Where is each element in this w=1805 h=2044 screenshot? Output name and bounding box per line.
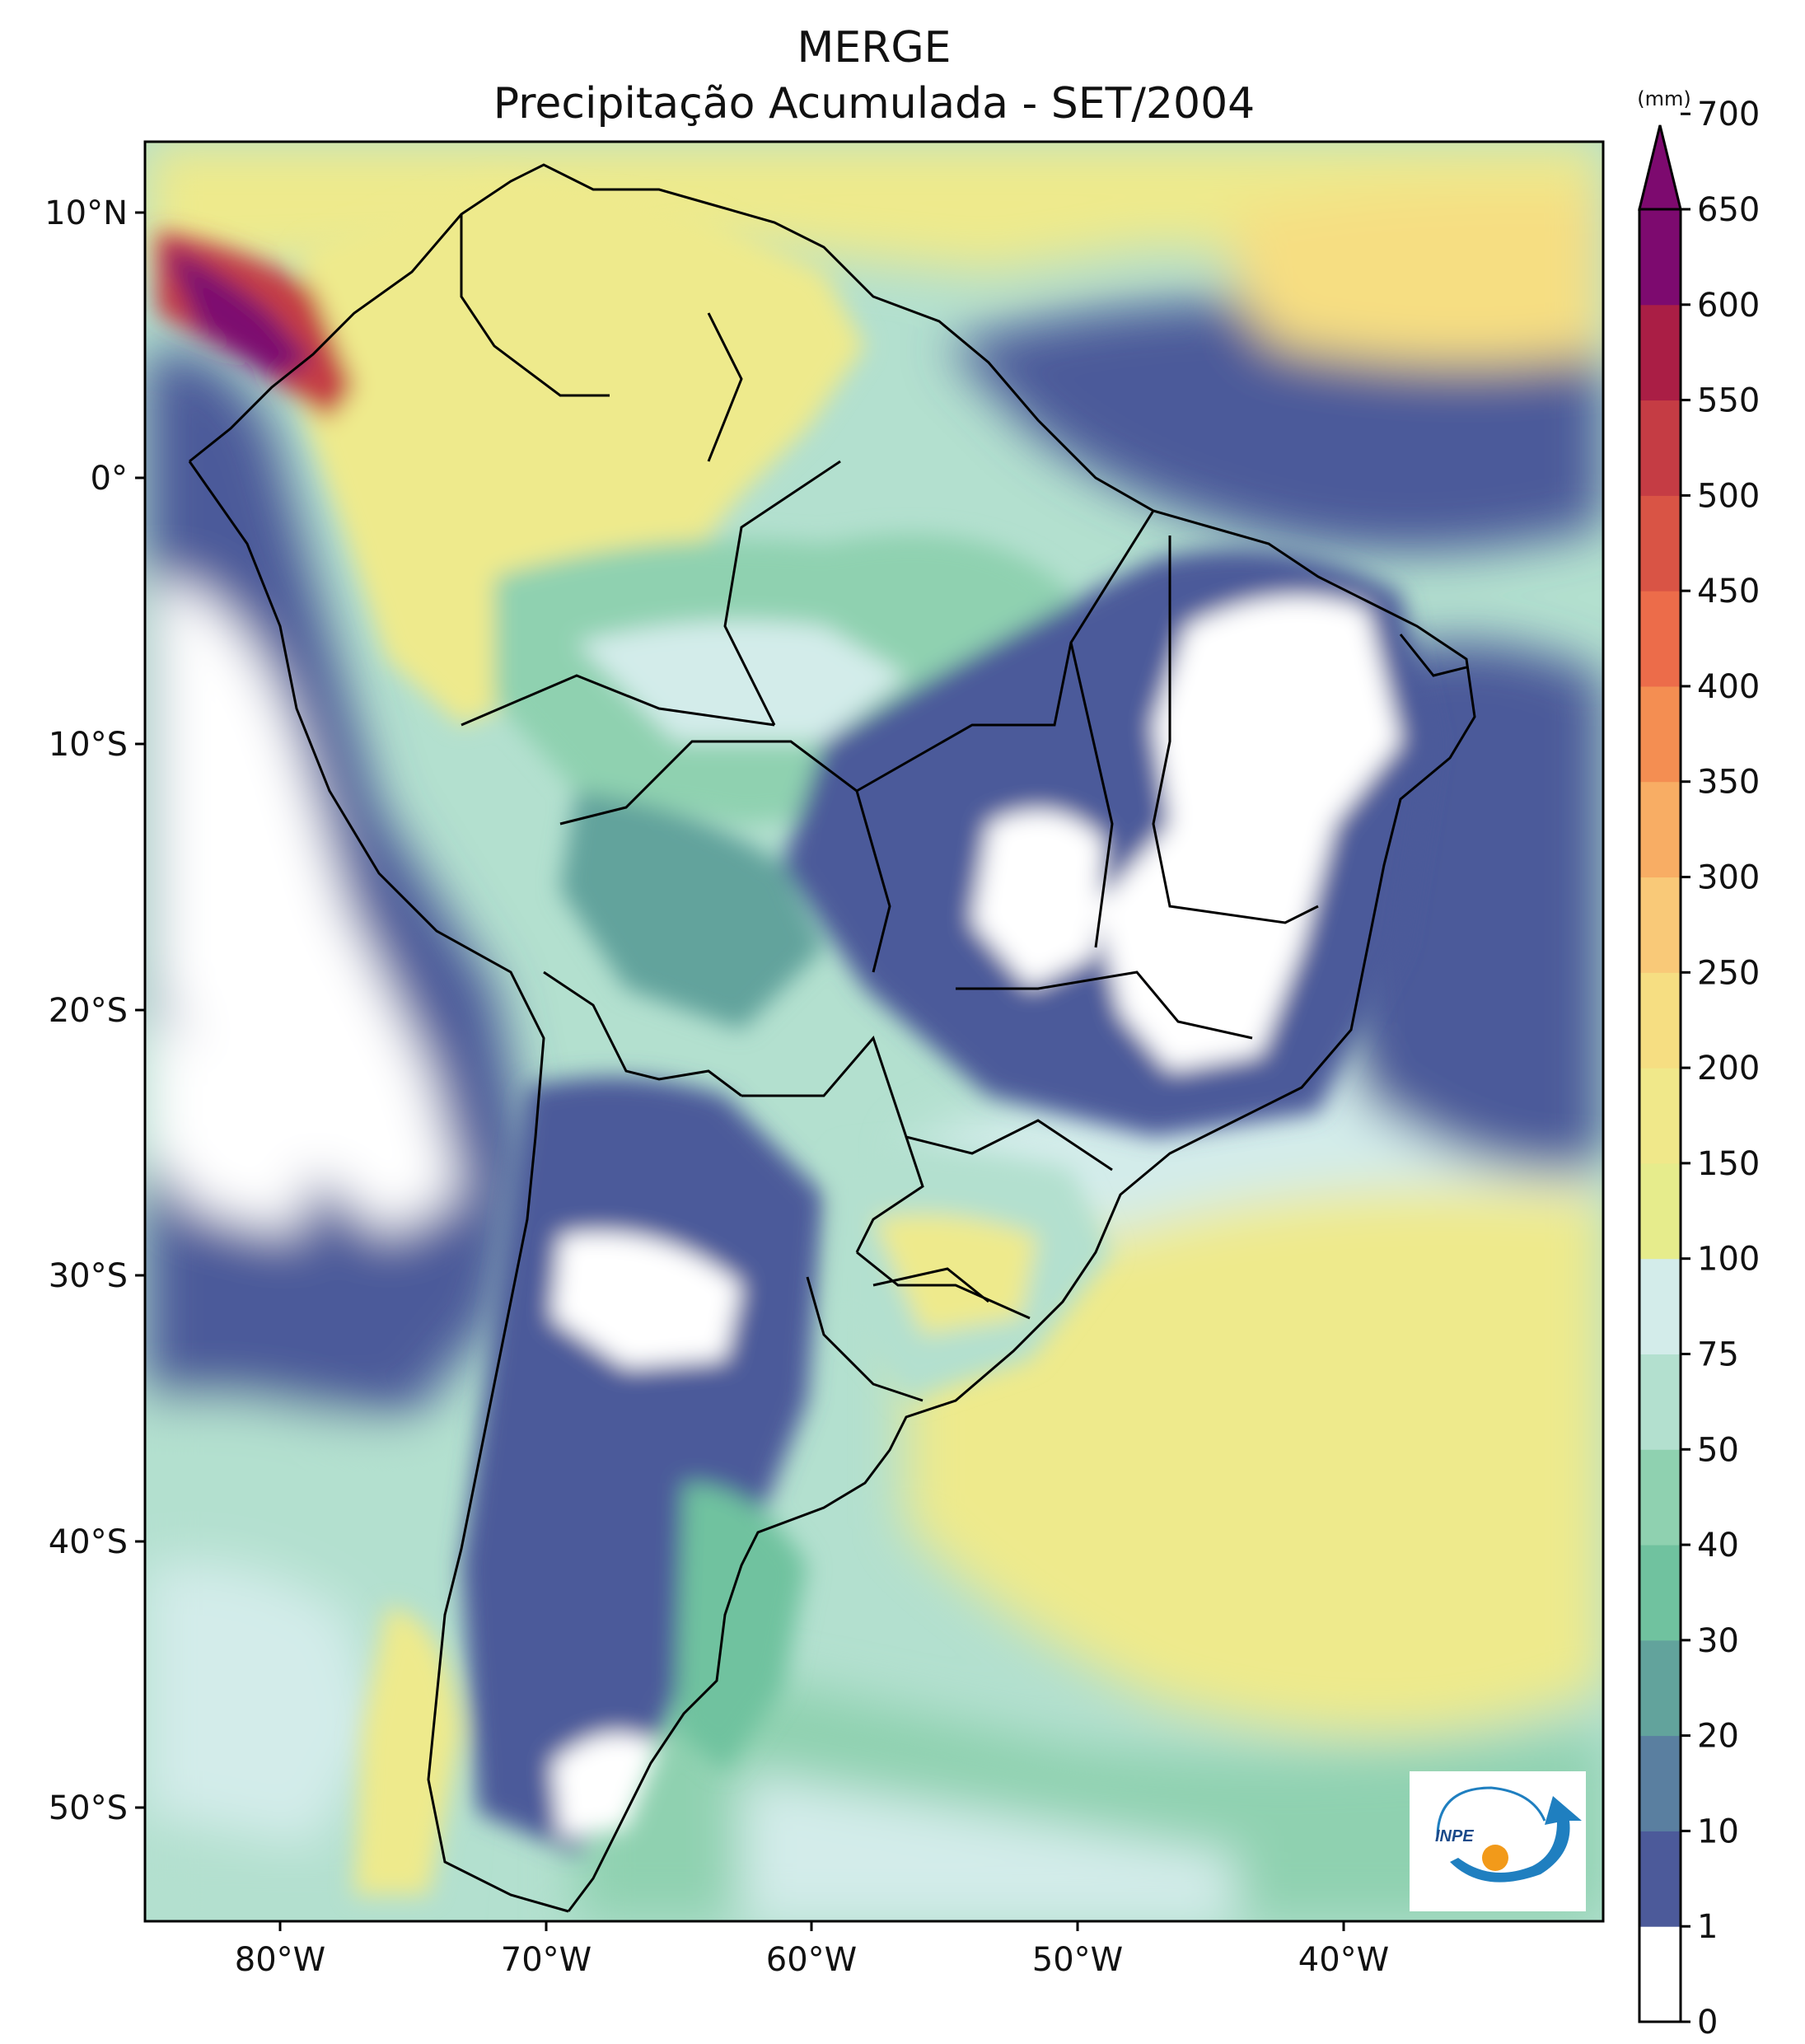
colorbar-tick-label: 30	[1697, 1622, 1739, 1660]
longitude-ticks	[278, 1921, 1345, 1931]
lat-label: 30°S	[49, 1257, 128, 1295]
colorbar-segment	[1639, 1068, 1681, 1164]
colorbar-tick-label: 75	[1697, 1335, 1739, 1373]
colorbar-tick-label: 550	[1697, 382, 1760, 420]
colorbar-tick-label: 20	[1697, 1718, 1739, 1756]
colorbar-segment	[1639, 1545, 1681, 1641]
colorbar-tick-label: 700	[1697, 96, 1760, 133]
colorbar-tick-label: 1	[1697, 1908, 1718, 1946]
lat-label: 50°S	[49, 1789, 128, 1827]
colorbar-segment	[1639, 495, 1681, 592]
sun-dot-icon	[1482, 1845, 1508, 1871]
colorbar-segment	[1639, 1639, 1681, 1737]
lon-label: 40°W	[1298, 1941, 1389, 1979]
colorbar-segment	[1639, 591, 1681, 687]
colorbar-segment	[1639, 1831, 1681, 1927]
precipitation-field	[145, 142, 1603, 1921]
colorbar-unit: (mm)	[1637, 87, 1690, 110]
colorbar-tick-label: 100	[1697, 1241, 1760, 1279]
colorbar-segment	[1639, 1258, 1681, 1354]
colorbar-tick-label: 0	[1697, 2004, 1718, 2042]
lat-label: 10°S	[49, 726, 128, 764]
colorbar-segment	[1639, 209, 1681, 306]
colorbar-segment	[1639, 1162, 1681, 1260]
map-frame	[143, 140, 1605, 1923]
colorbar-segment	[1639, 1449, 1681, 1546]
lat-label: 0°	[91, 460, 128, 498]
latitude-labels: 10°N 0° 10°S 20°S 30°S 40°S 50°S	[44, 194, 128, 1827]
colorbar-tick-label: 250	[1697, 954, 1760, 992]
arrow-swoosh-icon	[1450, 1796, 1582, 1883]
colorbar-tick-label: 50	[1697, 1431, 1739, 1469]
lat-label: 20°S	[49, 992, 128, 1030]
colorbar-segment	[1639, 1735, 1681, 1831]
colorbar-tick-label: 300	[1697, 859, 1760, 897]
inpe-logo: INPE	[1410, 1771, 1586, 1911]
colorbar-tick-label: 500	[1697, 477, 1760, 515]
colorbar-extend-arrow	[1638, 124, 1682, 211]
logo-text: INPE	[1435, 1827, 1474, 1845]
lon-label: 50°W	[1032, 1941, 1123, 1979]
colorbar-segment	[1639, 877, 1681, 973]
colorbar-segment	[1639, 304, 1681, 401]
coastline-borders	[188, 163, 1476, 1913]
colorbar-segment	[1639, 400, 1681, 496]
latitude-ticks	[135, 211, 145, 1809]
colorbar: 0 1 10 20 30 40 50 75 100 150 200 250 300 350 400 450 50…	[1638, 96, 1760, 2042]
colorbar-segment	[1639, 972, 1681, 1069]
colorbar-outline	[1638, 208, 1682, 2023]
map-title: MERGE	[797, 23, 952, 72]
colorbar-segment	[1639, 1926, 1681, 2023]
colorbar-segment	[1639, 1354, 1681, 1450]
colorbar-tick-label: 650	[1697, 191, 1760, 229]
lon-label: 80°W	[235, 1941, 325, 1979]
colorbar-tick-label: 450	[1697, 573, 1760, 610]
colorbar-tick-label: 200	[1697, 1050, 1760, 1087]
colorbar-segment	[1639, 781, 1681, 878]
map-subtitle: Precipitação Acumulada - SET/2004	[493, 79, 1256, 129]
colorbar-tick-label: 600	[1697, 287, 1760, 325]
orbit-arc-icon	[1436, 1786, 1546, 1838]
colorbar-segment	[1639, 685, 1681, 783]
lon-label: 60°W	[766, 1941, 857, 1979]
colorbar-tick-label: 10	[1697, 1812, 1739, 1850]
longitude-labels: 80°W 70°W 60°W 50°W 40°W	[235, 1941, 1389, 1979]
lon-label: 70°W	[501, 1941, 592, 1979]
lat-label: 10°N	[44, 194, 128, 232]
colorbar-tick-label: 350	[1697, 764, 1760, 802]
lat-label: 40°S	[49, 1523, 128, 1561]
colorbar-tick-label: 150	[1697, 1145, 1760, 1183]
colorbar-tick-label: 40	[1697, 1527, 1739, 1565]
colorbar-tick-label: 400	[1697, 668, 1760, 706]
